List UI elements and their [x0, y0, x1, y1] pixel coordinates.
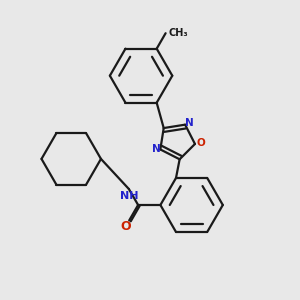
Text: CH₃: CH₃ — [169, 28, 188, 38]
Text: N: N — [185, 118, 194, 128]
Text: O: O — [196, 138, 205, 148]
Text: O: O — [121, 220, 131, 232]
Text: NH: NH — [120, 190, 138, 201]
Text: N: N — [152, 144, 161, 154]
